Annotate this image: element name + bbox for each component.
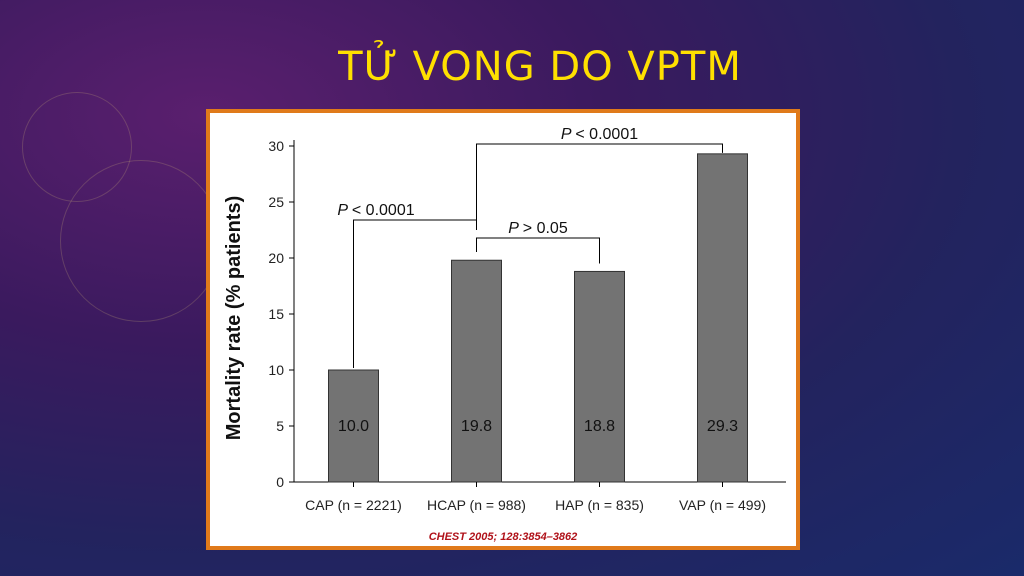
significance-bracket bbox=[476, 143, 723, 220]
bar bbox=[574, 270, 625, 483]
significance-bracket bbox=[353, 219, 477, 368]
bar-value-label: 29.3 bbox=[707, 418, 738, 435]
bar-value-label: 19.8 bbox=[461, 418, 492, 435]
y-tick-label: 0 bbox=[276, 474, 284, 490]
y-tick-label: 25 bbox=[268, 194, 284, 210]
p-value-label: P < 0.0001 bbox=[337, 202, 414, 219]
y-tick-label: 10 bbox=[268, 362, 284, 378]
figure-frame: 0 5 10 15 20 25 30 Mortality rate (% patients) 1… bbox=[206, 109, 800, 550]
y-axis-label: Mortality rate (% patients) bbox=[223, 196, 245, 440]
significance-bracket bbox=[476, 237, 600, 264]
y-tick-label: 20 bbox=[268, 250, 284, 266]
y-tick-label: 5 bbox=[276, 418, 284, 434]
y-tick-label: 15 bbox=[268, 306, 284, 322]
bar bbox=[451, 259, 502, 483]
slide-title: TỬ VONG DO VPTM bbox=[338, 44, 742, 90]
x-tick-label: CAP (n = 2221) bbox=[305, 497, 402, 513]
citation: CHEST 2005; 128:3854–3862 bbox=[428, 531, 578, 543]
decorative-ring bbox=[60, 160, 222, 322]
p-value-label: P < 0.0001 bbox=[561, 126, 638, 143]
y-tick-label: 30 bbox=[268, 138, 284, 154]
mortality-bar-chart: 0 5 10 15 20 25 30 Mortality rate (% patients) 1… bbox=[223, 126, 786, 513]
p-value-label: P > 0.05 bbox=[508, 220, 568, 237]
bar-value-label: 18.8 bbox=[584, 418, 615, 435]
bar bbox=[328, 369, 379, 483]
x-tick-label: HCAP (n = 988) bbox=[427, 497, 526, 513]
x-tick-label: VAP (n = 499) bbox=[679, 497, 766, 513]
x-tick-label: HAP (n = 835) bbox=[555, 497, 644, 513]
bar-value-label: 10.0 bbox=[338, 418, 369, 435]
